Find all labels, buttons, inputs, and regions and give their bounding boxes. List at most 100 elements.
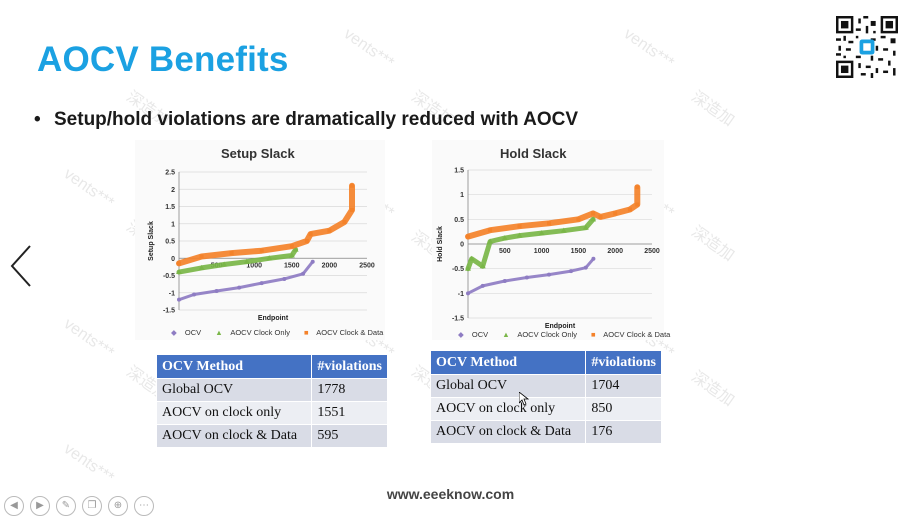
table-row: Global OCV 1704 — [429, 374, 662, 398]
legend-item: ◆ OCV — [171, 328, 202, 337]
x-tick-label: 500 — [499, 248, 511, 255]
y-tick-label: 1.5 — [165, 204, 175, 211]
hold-slack-chart: Hold Slack 1.5 1 0.5 0 -0.5 -1 -1.5 500 1000 1500… — [432, 140, 670, 340]
x-tick-label: 2500 — [359, 262, 375, 269]
data-point — [501, 235, 508, 241]
table-cell: AOCV on clock only — [155, 401, 313, 425]
zoom-icon[interactable]: ⊕ — [108, 496, 128, 516]
y-tick-label: 1 — [171, 221, 175, 228]
table-cell: 176 — [585, 420, 662, 444]
table-row: AOCV on clock only 1551 — [155, 401, 388, 425]
slide-title: AOCV Benefits — [37, 40, 289, 79]
data-point — [613, 211, 618, 216]
y-tick-label: -1 — [458, 291, 464, 298]
table-cell: AOCV on clock & Data — [429, 420, 587, 444]
legend-item: ▲ AOCV Clock Only — [502, 330, 577, 339]
data-point — [221, 261, 228, 267]
data-point — [349, 183, 354, 188]
y-tick-label: 0.5 — [454, 217, 464, 224]
x-tick-label: 2000 — [607, 248, 623, 255]
data-point — [176, 269, 182, 275]
data-point — [487, 238, 494, 244]
data-point — [480, 283, 485, 288]
data-point — [635, 202, 640, 207]
data-point — [576, 217, 581, 222]
data-point — [502, 279, 507, 283]
table-header-row: OCV Method #violations — [155, 354, 388, 379]
data-point — [598, 214, 603, 219]
data-point — [289, 244, 294, 249]
data-point — [583, 265, 588, 270]
x-tick-label: 2500 — [644, 248, 660, 255]
chart-title: Setup Slack — [221, 146, 295, 161]
y-tick-label: 2.5 — [165, 170, 175, 177]
data-point — [635, 185, 640, 190]
more-icon[interactable]: ⋯ — [134, 496, 154, 516]
table-row: AOCV on clock only 850 — [429, 397, 662, 421]
table-row: AOCV on clock & Data 176 — [429, 420, 662, 444]
data-point — [591, 211, 596, 216]
data-point — [292, 246, 299, 252]
data-point — [517, 224, 522, 229]
table-header-row: OCV Method #violations — [429, 350, 662, 375]
hold-violations-table: OCV Method #violations Global OCV 1704 A… — [429, 350, 662, 444]
data-point — [229, 251, 234, 256]
y-tick-label: -0.5 — [452, 266, 464, 273]
setup-slack-chart: Setup Slack 2.5 2 1.5 1 0.5 0 -0.5 -1 -1.5 500 100… — [135, 140, 385, 340]
setup-violations-table: OCV Method #violations Global OCV 1778 A… — [155, 354, 388, 448]
series-line-ocv — [177, 260, 315, 302]
table-header: #violations — [585, 350, 662, 375]
y-axis-label: Hold Slack — [437, 226, 444, 262]
data-point — [192, 292, 197, 297]
y-tick-label: 0 — [460, 242, 464, 249]
prev-icon[interactable]: ◀ — [4, 496, 24, 516]
x-tick-label: 1000 — [246, 262, 262, 269]
data-point — [199, 254, 204, 259]
watermark: vents*** — [60, 440, 117, 487]
y-tick-label: 0 — [171, 256, 175, 263]
data-point — [590, 216, 597, 222]
y-tick-label: -0.5 — [163, 273, 175, 280]
table-header: #violations — [311, 354, 388, 379]
mouse-cursor-icon — [519, 392, 529, 406]
data-point — [259, 248, 264, 253]
watermark: 深造加 — [688, 88, 738, 130]
data-point — [538, 230, 545, 236]
legend-item: ◆ OCV — [458, 330, 489, 339]
x-axis-label: Endpoint — [258, 315, 289, 322]
watermark: vents*** — [620, 25, 677, 72]
table-cell: AOCV on clock & Data — [155, 424, 313, 448]
data-point — [468, 255, 475, 261]
table-cell: Global OCV — [155, 378, 313, 402]
data-point — [546, 272, 551, 277]
table-header: OCV Method — [429, 350, 587, 375]
data-point — [466, 234, 470, 239]
table-cell: AOCV on clock only — [429, 397, 587, 421]
series-line-aocv-clock-only — [465, 216, 596, 272]
watermark: vents*** — [60, 165, 117, 212]
data-point — [310, 259, 315, 264]
chart-legend: ◆ OCV ▲ AOCV Clock Only ■ AOCV Clock & D… — [171, 328, 395, 337]
watermark: vents*** — [60, 315, 117, 362]
data-point — [591, 256, 596, 261]
data-point — [177, 261, 181, 266]
next-icon[interactable]: ▶ — [30, 496, 50, 516]
qr-code-icon — [836, 16, 898, 78]
table-cell: 595 — [311, 424, 388, 448]
table-cell: 850 — [585, 397, 662, 421]
previous-slide-icon[interactable] — [8, 244, 34, 288]
pen-icon[interactable]: ✎ — [56, 496, 76, 516]
data-point — [301, 271, 306, 276]
x-tick-label: 1000 — [534, 248, 550, 255]
data-point — [198, 264, 205, 270]
table-cell: Global OCV — [429, 374, 587, 398]
data-point — [342, 220, 347, 225]
data-point — [243, 258, 250, 264]
copy-icon[interactable]: ❐ — [82, 496, 102, 516]
data-point — [282, 276, 287, 281]
table-header: OCV Method — [155, 354, 313, 379]
data-point — [582, 224, 589, 230]
data-point — [214, 289, 219, 294]
y-tick-label: 0.5 — [165, 239, 175, 246]
